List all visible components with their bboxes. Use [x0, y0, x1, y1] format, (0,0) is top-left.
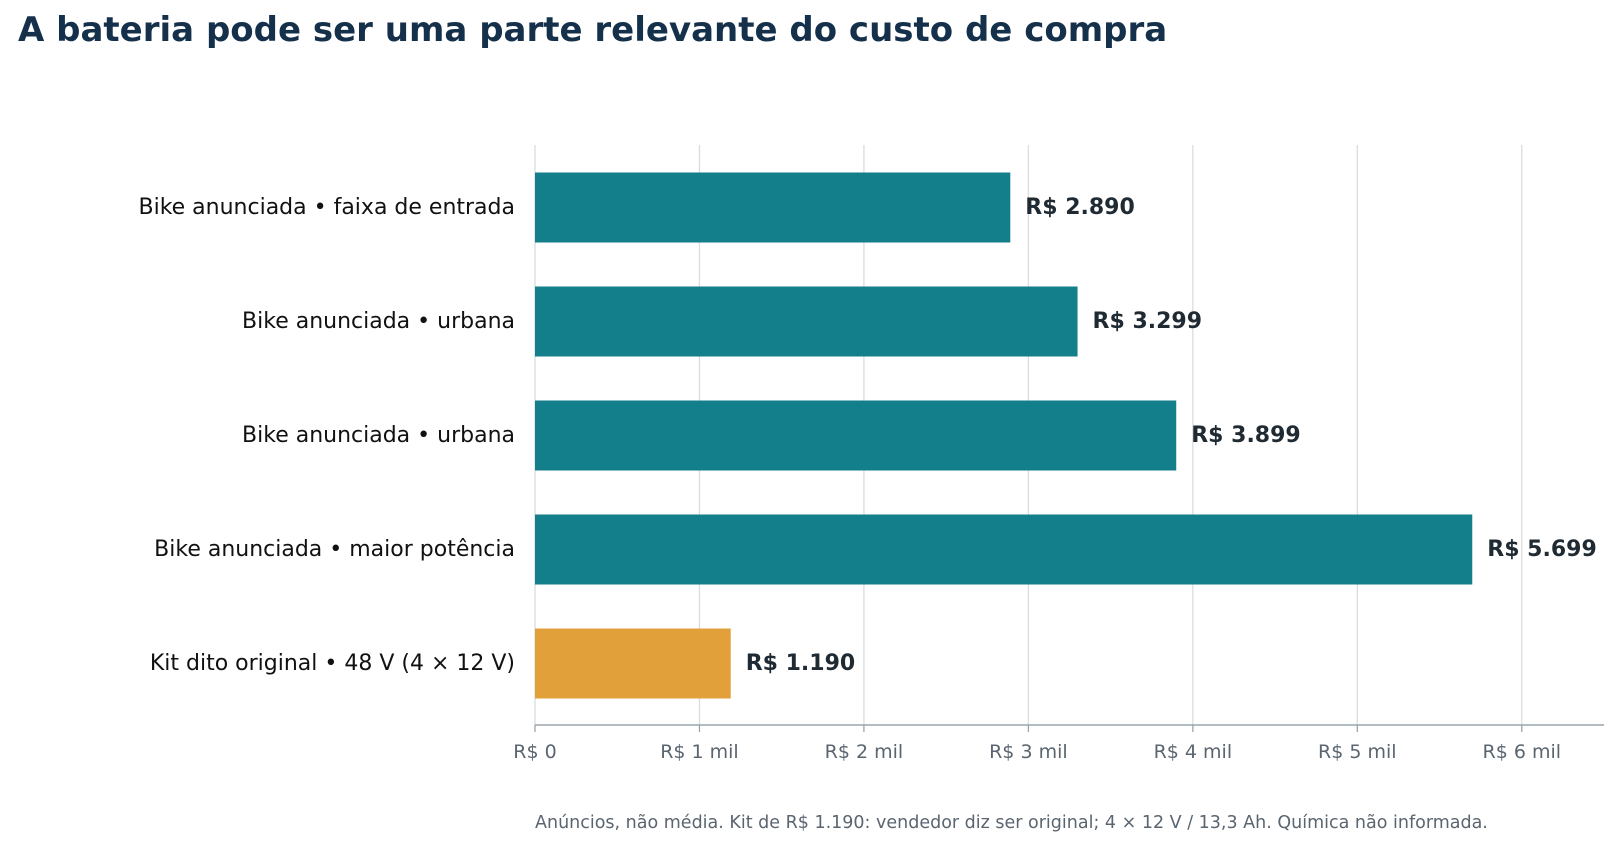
x-tick-label: R$ 5 mil	[1318, 741, 1397, 763]
value-labels: R$ 2.890 R$ 3.299 R$ 3.899 R$ 5.699 R$ 1.190	[746, 195, 1597, 676]
footnote: Anúncios, não média. Kit de R$ 1.190: ve…	[535, 813, 1488, 833]
value-label: R$ 3.899	[1191, 423, 1301, 448]
category-label: Kit dito original • 48 V (4 × 12 V)	[150, 651, 515, 676]
value-label: R$ 2.890	[1025, 195, 1135, 220]
bar	[535, 628, 731, 699]
category-label: Bike anunciada • urbana	[242, 423, 515, 448]
x-axis: R$ 0 R$ 1 mil R$ 2 mil R$ 3 mil R$ 4 mil R$ 5…	[513, 724, 1604, 763]
x-tick-label: R$ 4 mil	[1154, 741, 1233, 763]
x-tick-label: R$ 0	[513, 741, 556, 763]
x-tick-label: R$ 2 mil	[825, 741, 904, 763]
chart-title: A bateria pode ser uma parte relevante d…	[18, 10, 1168, 50]
category-label: Bike anunciada • urbana	[242, 309, 515, 334]
x-tick-label: R$ 1 mil	[660, 741, 739, 763]
bar	[535, 514, 1473, 585]
bar	[535, 400, 1177, 471]
bars	[535, 172, 1473, 699]
x-tick-label: R$ 3 mil	[989, 741, 1068, 763]
bar	[535, 286, 1078, 357]
x-tick-label: R$ 6 mil	[1483, 741, 1562, 763]
category-label: Bike anunciada • maior potência	[154, 537, 515, 562]
category-labels: Bike anunciada • faixa de entrada Bike an…	[138, 195, 515, 676]
value-label: R$ 1.190	[746, 651, 856, 676]
value-label: R$ 5.699	[1487, 537, 1597, 562]
value-label: R$ 3.299	[1093, 309, 1203, 334]
bar	[535, 172, 1011, 243]
category-label: Bike anunciada • faixa de entrada	[138, 195, 515, 220]
